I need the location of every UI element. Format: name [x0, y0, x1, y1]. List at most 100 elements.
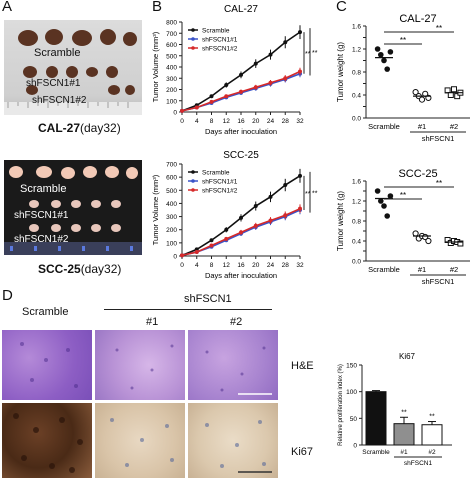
chart-scc25-weight: SCC-25 0.0 0.4 0.8 1.2 1.6 Tumor weight (g) Scr… [336, 168, 470, 286]
y-tick-label: 600 [166, 42, 177, 49]
tumor-photo-scc25-graphic [4, 166, 142, 255]
y-tick-label: 0.8 [352, 70, 361, 77]
series-point [298, 30, 302, 35]
data-point [418, 96, 426, 103]
ihc-row-ki67: Ki67 [291, 446, 314, 458]
series-point [239, 230, 243, 235]
x-tick-label: 32 [296, 262, 304, 269]
y-tick-label: 1.6 [352, 24, 361, 31]
legend-label: Scramble [202, 28, 230, 35]
group-label: shFSCN1 [422, 277, 455, 286]
photo1-label-sh1: shFSCN1#1 [26, 78, 81, 89]
x-tick-label: 16 [237, 118, 245, 125]
x-tick-label: 8 [210, 262, 214, 269]
y-axis-label: Tumor weight (g) [336, 191, 345, 252]
series-point [253, 223, 258, 228]
photo2-label-sh1: shFSCN1#1 [14, 210, 69, 221]
photo1-caption-bold: CAL-27 [38, 121, 81, 135]
photo2-caption-rest: (day32) [80, 262, 122, 276]
series-point [283, 183, 288, 188]
y-tick-label: 100 [166, 240, 177, 247]
series-point [298, 69, 302, 74]
sig-label: ** [312, 190, 318, 197]
legend-marker [191, 46, 195, 50]
group-label: shFSCN1 [422, 134, 455, 143]
y-tick-label: 200 [166, 87, 177, 94]
legend-marker [191, 37, 195, 41]
series-point [268, 194, 273, 199]
x-tick-label: 20 [252, 262, 260, 269]
series-point [253, 85, 258, 90]
y-tick-label: 700 [166, 31, 177, 38]
ihc-he-scramble [2, 330, 92, 400]
sig-label: ** [401, 409, 407, 416]
photo1-label-scramble: Scramble [34, 47, 81, 59]
y-tick-label: 300 [166, 76, 177, 83]
chart-cal27-volume: CAL-27 0 100 200 300 400 500 600 700 800 0 4 8 12 16 20… [151, 4, 318, 136]
series-point [298, 206, 302, 211]
y-tick-label: 300 [166, 214, 177, 221]
y-tick-label: 400 [166, 65, 177, 72]
series-point [224, 227, 229, 232]
x-tick-label: 16 [237, 262, 245, 269]
x-tick-label: Scramble [368, 265, 400, 274]
x-tick-label: Scramble [368, 122, 400, 131]
x-tick-label: #1 [400, 449, 408, 456]
series-point [268, 218, 273, 223]
y-tick-label: 0.0 [352, 259, 361, 266]
y-axis-label: Tumor weight (g) [336, 42, 345, 103]
sig-label: ** [400, 191, 406, 200]
ihc-he-sh2 [188, 330, 278, 400]
y-tick-label: 600 [166, 175, 177, 182]
sig-label: ** [305, 191, 311, 198]
data-point [451, 86, 457, 93]
data-point [381, 57, 387, 64]
x-tick-label: 28 [282, 118, 290, 125]
y-tick-label: 100 [346, 389, 357, 396]
legend-label: shFSCN1#2 [202, 46, 238, 53]
series-point [283, 40, 288, 45]
y-tick-label: 0.4 [352, 93, 361, 100]
ihc-ki67-sh1 [95, 403, 185, 478]
y-tick-label: 0.8 [352, 219, 361, 226]
data-point [381, 203, 387, 209]
photo2-label-sh2: shFSCN1#2 [14, 234, 69, 245]
y-axis-label: Tumor Volume (mm³) [151, 174, 160, 245]
bar [365, 391, 387, 446]
ihc-header-group: shFSCN1 [184, 293, 232, 305]
series-point [224, 236, 229, 241]
tumor-photo-scc25: Scramble shFSCN1#1 shFSCN1#2 [4, 160, 142, 255]
y-tick-label: 0 [173, 254, 177, 261]
chart-title: CAL-27 [399, 13, 436, 25]
photo1-label-sh2: shFSCN1#2 [32, 95, 87, 106]
x-axis-label: Days after inoculation [205, 271, 277, 280]
x-tick-label: Scramble [362, 449, 390, 456]
data-point [457, 240, 464, 247]
x-tick-label: #2 [450, 265, 458, 274]
series-point [268, 80, 273, 85]
data-point [384, 213, 390, 219]
data-point [374, 188, 381, 194]
legend-marker [191, 170, 195, 174]
panel-label-c: C [336, 0, 347, 15]
sig-label: ** [429, 414, 435, 421]
y-tick-label: 0.4 [352, 239, 361, 246]
series-point [209, 94, 214, 99]
chart-title: Ki67 [399, 352, 416, 361]
series-point [253, 61, 258, 66]
y-axis-label: Relative proliferation index (%) [338, 364, 344, 446]
data-point [412, 89, 419, 96]
ihc-header-2: #2 [230, 316, 243, 328]
y-tick-label: 0 [173, 110, 177, 117]
y-tick-label: 100 [166, 98, 177, 105]
photo1-caption-rest: (day32) [80, 121, 121, 135]
y-tick-label: 200 [166, 227, 177, 234]
ihc-header-scramble: Scramble [22, 306, 69, 318]
panel-label-b: B [152, 0, 163, 15]
y-tick-label: 500 [166, 188, 177, 195]
photo2-label-scramble: Scramble [20, 183, 67, 195]
x-tick-label: 4 [195, 118, 199, 125]
sig-label: ** [400, 36, 406, 45]
x-tick-label: 12 [223, 262, 231, 269]
